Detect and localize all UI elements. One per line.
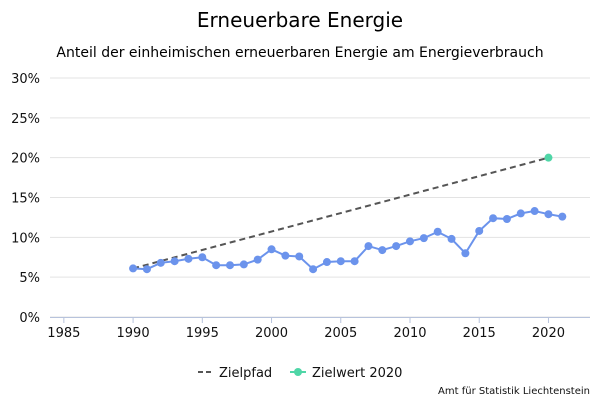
data-point [129, 264, 138, 273]
data-point [156, 258, 165, 267]
data-point [336, 257, 345, 266]
chart-credit: Amt für Statistik Liechtenstein [438, 386, 590, 397]
data-point [239, 260, 248, 269]
x-tick-label: 2005 [324, 326, 357, 341]
data-point [544, 210, 553, 219]
x-tick-label: 2000 [255, 326, 288, 341]
data-point [142, 265, 151, 274]
data-point [364, 242, 373, 251]
data-point [281, 251, 290, 260]
legend-label-zielwert: Zielwert 2020 [312, 366, 402, 381]
legend-symbol-zielwert [294, 368, 302, 376]
data-point [419, 234, 428, 243]
x-tick-label: 2015 [463, 326, 496, 341]
data-point [322, 258, 331, 267]
data-point [198, 253, 207, 262]
x-tick-label: 2010 [393, 326, 426, 341]
gridlines [50, 77, 590, 318]
data-point [212, 261, 221, 270]
data-point [433, 227, 442, 236]
data-point [392, 242, 401, 251]
x-tick-label: 2020 [532, 326, 565, 341]
data-point [461, 249, 470, 258]
data-point [309, 265, 318, 274]
legend: Zielpfad Zielwert 2020 [198, 366, 402, 381]
y-tick-label: 15% [11, 192, 40, 207]
y-tick-label: 10% [11, 231, 40, 246]
data-point [475, 226, 484, 235]
data-point [253, 255, 262, 264]
data-point [378, 246, 387, 255]
x-tick-label: 1985 [47, 326, 80, 341]
plot-area [129, 153, 567, 274]
chart-title: Erneuerbare Energie [197, 8, 403, 32]
data-point [558, 212, 567, 221]
axes: 0% 5% 10% 15% 20% 25% 30% 1985 1990 1995 2000 2005 2… [11, 72, 590, 341]
data-point [350, 257, 359, 266]
data-point [170, 257, 179, 266]
x-tick-label: 1990 [117, 326, 150, 341]
data-point [530, 207, 539, 216]
y-tick-label: 25% [11, 112, 40, 127]
y-tick-label: 5% [19, 271, 40, 286]
y-tick-label: 30% [11, 72, 40, 87]
data-point [184, 254, 193, 263]
y-tick-label: 20% [11, 152, 40, 167]
data-point [267, 245, 276, 254]
chart-subtitle: Anteil der einheimischen erneuerbaren En… [56, 45, 543, 61]
data-point [406, 237, 414, 246]
data-point [516, 209, 525, 218]
series-line-zielpfad [132, 156, 549, 270]
x-tick-label: 1995 [186, 326, 219, 341]
series-line-anteil [133, 209, 563, 271]
data-point [489, 214, 498, 223]
legend-label-zielpfad: Zielpfad [219, 366, 272, 381]
data-point-zielwert [544, 153, 553, 162]
data-point [226, 261, 234, 270]
data-point [295, 252, 304, 261]
data-point [447, 234, 456, 243]
y-tick-label: 0% [19, 311, 40, 326]
data-point [502, 215, 511, 224]
